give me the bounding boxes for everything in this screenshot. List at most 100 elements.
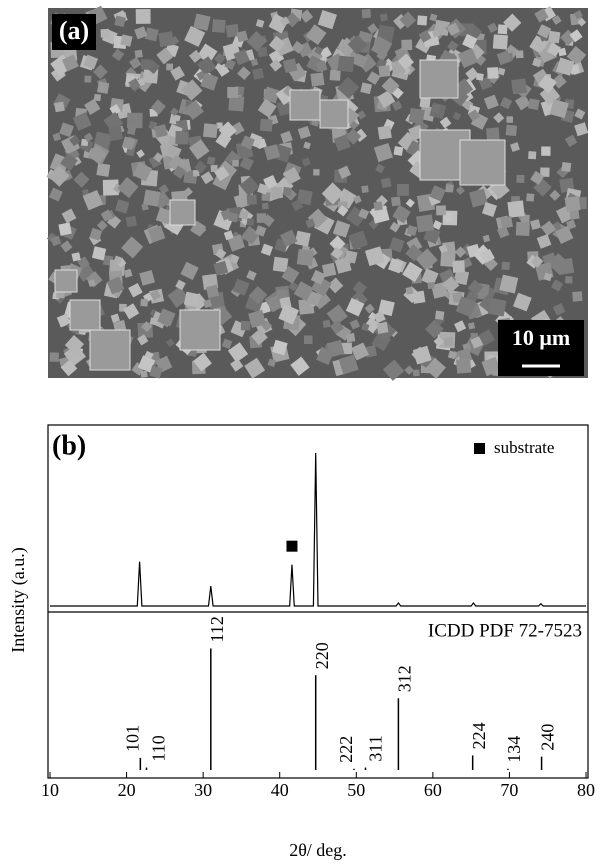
crystal xyxy=(452,260,465,273)
crystal xyxy=(433,336,444,347)
crystal xyxy=(476,72,484,81)
crystal xyxy=(501,261,510,271)
crystal xyxy=(330,246,344,260)
crystal xyxy=(364,303,375,314)
crystal xyxy=(432,29,441,38)
crystal xyxy=(497,24,508,35)
crystal xyxy=(429,185,446,202)
crystal xyxy=(376,321,389,334)
crystal xyxy=(538,74,557,93)
crystal xyxy=(126,147,135,157)
crystal xyxy=(555,225,574,245)
crystal xyxy=(379,13,389,22)
crystal xyxy=(140,298,149,307)
crystal xyxy=(60,153,78,171)
crystal xyxy=(425,357,447,379)
crystal xyxy=(241,225,261,245)
crystal xyxy=(442,276,460,294)
crystal xyxy=(134,49,143,59)
crystal xyxy=(390,196,401,207)
crystal xyxy=(282,186,292,196)
crystal xyxy=(89,227,103,241)
crystal xyxy=(377,125,392,140)
legend-label: substrate xyxy=(494,438,554,457)
crystal xyxy=(270,186,283,199)
crystal xyxy=(169,199,196,226)
crystal xyxy=(137,355,156,373)
crystal xyxy=(150,99,166,115)
crystal xyxy=(225,23,240,38)
crystal xyxy=(326,304,348,326)
crystal xyxy=(58,222,72,236)
crystal xyxy=(261,214,275,228)
crystal xyxy=(329,235,346,252)
crystal xyxy=(483,94,499,110)
crystal xyxy=(103,112,124,132)
crystal xyxy=(356,110,367,120)
crystal xyxy=(170,65,185,81)
crystal xyxy=(260,243,274,256)
crystal xyxy=(447,40,459,52)
crystal xyxy=(427,281,435,290)
crystal xyxy=(540,167,550,177)
crystal xyxy=(123,268,133,278)
crystal xyxy=(564,134,578,148)
crystal xyxy=(246,194,258,205)
crystal xyxy=(237,66,251,81)
crystal xyxy=(54,269,78,293)
crystal xyxy=(193,13,211,31)
crystal xyxy=(470,336,484,349)
crystal xyxy=(227,87,239,98)
crystal xyxy=(456,358,472,374)
substrate-marker xyxy=(286,540,298,552)
crystal xyxy=(487,22,498,34)
crystal xyxy=(336,205,349,217)
crystal xyxy=(272,256,289,273)
crystal xyxy=(434,310,445,321)
crystal xyxy=(156,47,174,65)
crystal xyxy=(348,230,369,251)
crystal xyxy=(329,69,341,81)
crystal xyxy=(236,30,249,43)
crystal xyxy=(263,86,280,104)
crystal xyxy=(113,255,122,264)
crystal xyxy=(548,30,561,44)
crystal xyxy=(496,50,512,66)
crystal xyxy=(141,203,149,211)
panel-label: (b) xyxy=(52,430,86,461)
crystal xyxy=(91,246,107,261)
crystal xyxy=(297,125,311,140)
crystal xyxy=(416,214,434,233)
crystal xyxy=(291,40,305,54)
crystal xyxy=(303,335,313,344)
crystal xyxy=(527,98,540,111)
crystal xyxy=(59,122,74,138)
crystal xyxy=(279,16,290,27)
crystal xyxy=(446,22,460,36)
crystal xyxy=(250,328,268,346)
crystal xyxy=(255,19,265,28)
crystal xyxy=(96,162,111,177)
crystal xyxy=(457,47,479,69)
crystal xyxy=(500,216,513,229)
crystal xyxy=(213,52,226,65)
crystal xyxy=(192,169,200,177)
crystal xyxy=(557,47,567,57)
crystal xyxy=(511,78,528,95)
crystal xyxy=(102,179,119,196)
crystal xyxy=(278,304,299,325)
crystal xyxy=(291,199,304,212)
crystal xyxy=(48,187,63,202)
crystal xyxy=(485,127,500,142)
crystal xyxy=(556,57,575,76)
crystal xyxy=(574,108,586,120)
crystal xyxy=(405,286,414,295)
crystal xyxy=(419,96,431,108)
crystal xyxy=(465,67,480,82)
crystal xyxy=(239,156,254,171)
crystal xyxy=(64,334,85,355)
crystal xyxy=(215,248,227,260)
crystal xyxy=(569,209,580,220)
crystal xyxy=(180,261,199,281)
crystal xyxy=(487,67,499,79)
